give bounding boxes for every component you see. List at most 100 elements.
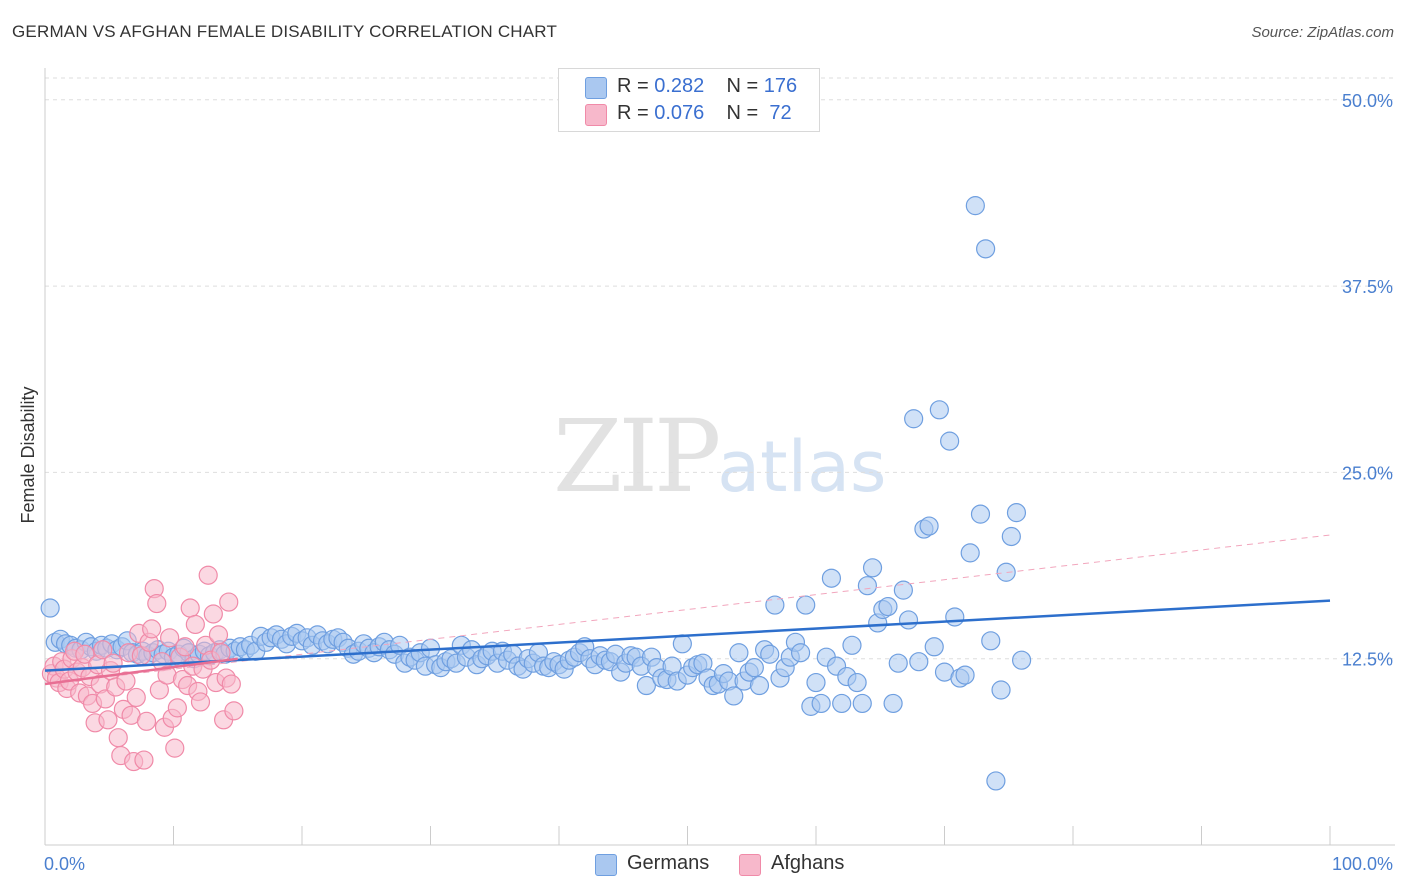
point-germans xyxy=(796,595,816,615)
point-germans xyxy=(919,516,939,536)
point-germans xyxy=(960,543,980,563)
point-afghans xyxy=(190,692,211,712)
point-afghans xyxy=(167,698,187,718)
point-germans xyxy=(883,693,903,714)
point-germans xyxy=(1006,503,1027,523)
point-germans xyxy=(857,576,878,596)
legend-r-label: R = xyxy=(617,102,655,124)
point-afghans xyxy=(126,687,146,708)
point-germans xyxy=(893,580,913,600)
chart-title: GERMAN VS AFGHAN FEMALE DISABILITY CORRE… xyxy=(12,22,558,41)
point-germans xyxy=(996,562,1016,582)
legend-swatch-afghans xyxy=(585,104,607,126)
y-tick-label: 50.0% xyxy=(1342,91,1393,111)
point-germans xyxy=(878,596,898,617)
point-germans xyxy=(672,634,692,654)
point-afghans xyxy=(75,644,95,664)
bottom-label-germans: Germans xyxy=(627,852,710,874)
legend-r-label: R = xyxy=(617,75,655,97)
x-tick-label-min: 0.0% xyxy=(44,854,85,874)
point-germans xyxy=(1011,650,1032,670)
trend-line-afghans xyxy=(44,657,238,686)
bottom-swatch-germans xyxy=(595,854,617,876)
point-afghans xyxy=(165,738,185,758)
y-axis-label: Female Disability xyxy=(18,386,38,523)
point-afghans xyxy=(175,637,195,657)
watermark-zip: ZIP xyxy=(553,398,721,515)
point-germans xyxy=(929,400,949,420)
legend-swatch-germans xyxy=(585,77,607,99)
point-afghans xyxy=(147,593,167,614)
point-afghans xyxy=(136,711,157,731)
point-germans xyxy=(724,686,744,706)
point-germans xyxy=(898,610,919,630)
point-germans xyxy=(847,672,867,693)
point-germans xyxy=(981,631,1001,651)
axes xyxy=(44,68,1395,846)
point-afghans xyxy=(142,619,162,639)
gridlines xyxy=(45,77,1395,660)
point-afghans xyxy=(198,565,218,585)
y-tick-label: 12.5% xyxy=(1342,650,1393,670)
point-germans xyxy=(636,675,656,696)
point-afghans xyxy=(221,674,241,694)
point-germans xyxy=(729,643,749,663)
point-afghans xyxy=(185,614,205,635)
point-germans xyxy=(821,568,842,588)
point-afghans xyxy=(108,728,128,748)
point-germans xyxy=(904,409,924,429)
point-germans xyxy=(945,607,965,627)
point-germans xyxy=(790,643,811,663)
correlation-legend: R = 0.282 N = 176 R = 0.076 N = 72 xyxy=(558,68,820,132)
point-afghans xyxy=(103,653,123,673)
point-germans xyxy=(970,504,991,524)
y-tick-label: 25.0% xyxy=(1342,463,1393,483)
legend-n-label: N = xyxy=(726,75,764,97)
y-tick-label: 37.5% xyxy=(1342,277,1393,297)
legend-row-afghans: R = 0.076 N = 72 xyxy=(585,102,792,128)
point-germans xyxy=(40,598,60,618)
point-germans xyxy=(806,672,826,693)
point-germans xyxy=(760,644,780,664)
point-germans xyxy=(832,693,852,714)
point-germans xyxy=(811,693,831,714)
trend-line-extended-afghans xyxy=(44,534,1331,685)
point-germans xyxy=(862,558,883,578)
point-germans xyxy=(888,653,908,673)
legend-n-label: N = xyxy=(726,102,764,124)
legend-row-germans: R = 0.282 N = 176 xyxy=(585,75,797,101)
point-afghans xyxy=(208,625,229,645)
source-credit: Source: ZipAtlas.com xyxy=(1251,24,1394,41)
point-afghans xyxy=(203,604,223,624)
point-germans xyxy=(924,637,944,657)
point-afghans xyxy=(116,671,136,691)
x-tick-label-max: 100.0% xyxy=(1332,854,1393,874)
point-germans xyxy=(940,431,960,451)
point-germans xyxy=(744,658,764,678)
point-germans xyxy=(765,595,785,615)
point-germans xyxy=(965,196,985,216)
legend-r-value-germans: 0.282 xyxy=(654,75,705,97)
point-germans xyxy=(976,239,996,259)
data-points xyxy=(40,196,1032,791)
watermark: ZIPatlas xyxy=(553,398,886,515)
point-germans xyxy=(955,665,975,685)
point-afghans xyxy=(219,592,239,612)
point-afghans xyxy=(160,628,180,648)
trend-line-germans xyxy=(44,599,1331,672)
point-afghans xyxy=(98,710,118,730)
point-germans xyxy=(986,771,1006,791)
point-afghans xyxy=(180,598,200,618)
tick-labels: 12.5% 25.0% 37.5% 50.0% 0.0% 100.0% xyxy=(44,91,1393,874)
point-germans xyxy=(852,693,872,714)
watermark-atlas: atlas xyxy=(717,426,887,508)
point-afghans xyxy=(93,640,113,660)
trend-lines xyxy=(44,534,1331,686)
bottom-label-afghans: Afghans xyxy=(771,852,845,874)
point-germans xyxy=(749,675,770,696)
point-germans xyxy=(1001,526,1021,547)
point-afghans xyxy=(134,750,154,770)
legend-r-value-afghans: 0.076 xyxy=(654,102,705,124)
point-germans xyxy=(842,635,862,655)
